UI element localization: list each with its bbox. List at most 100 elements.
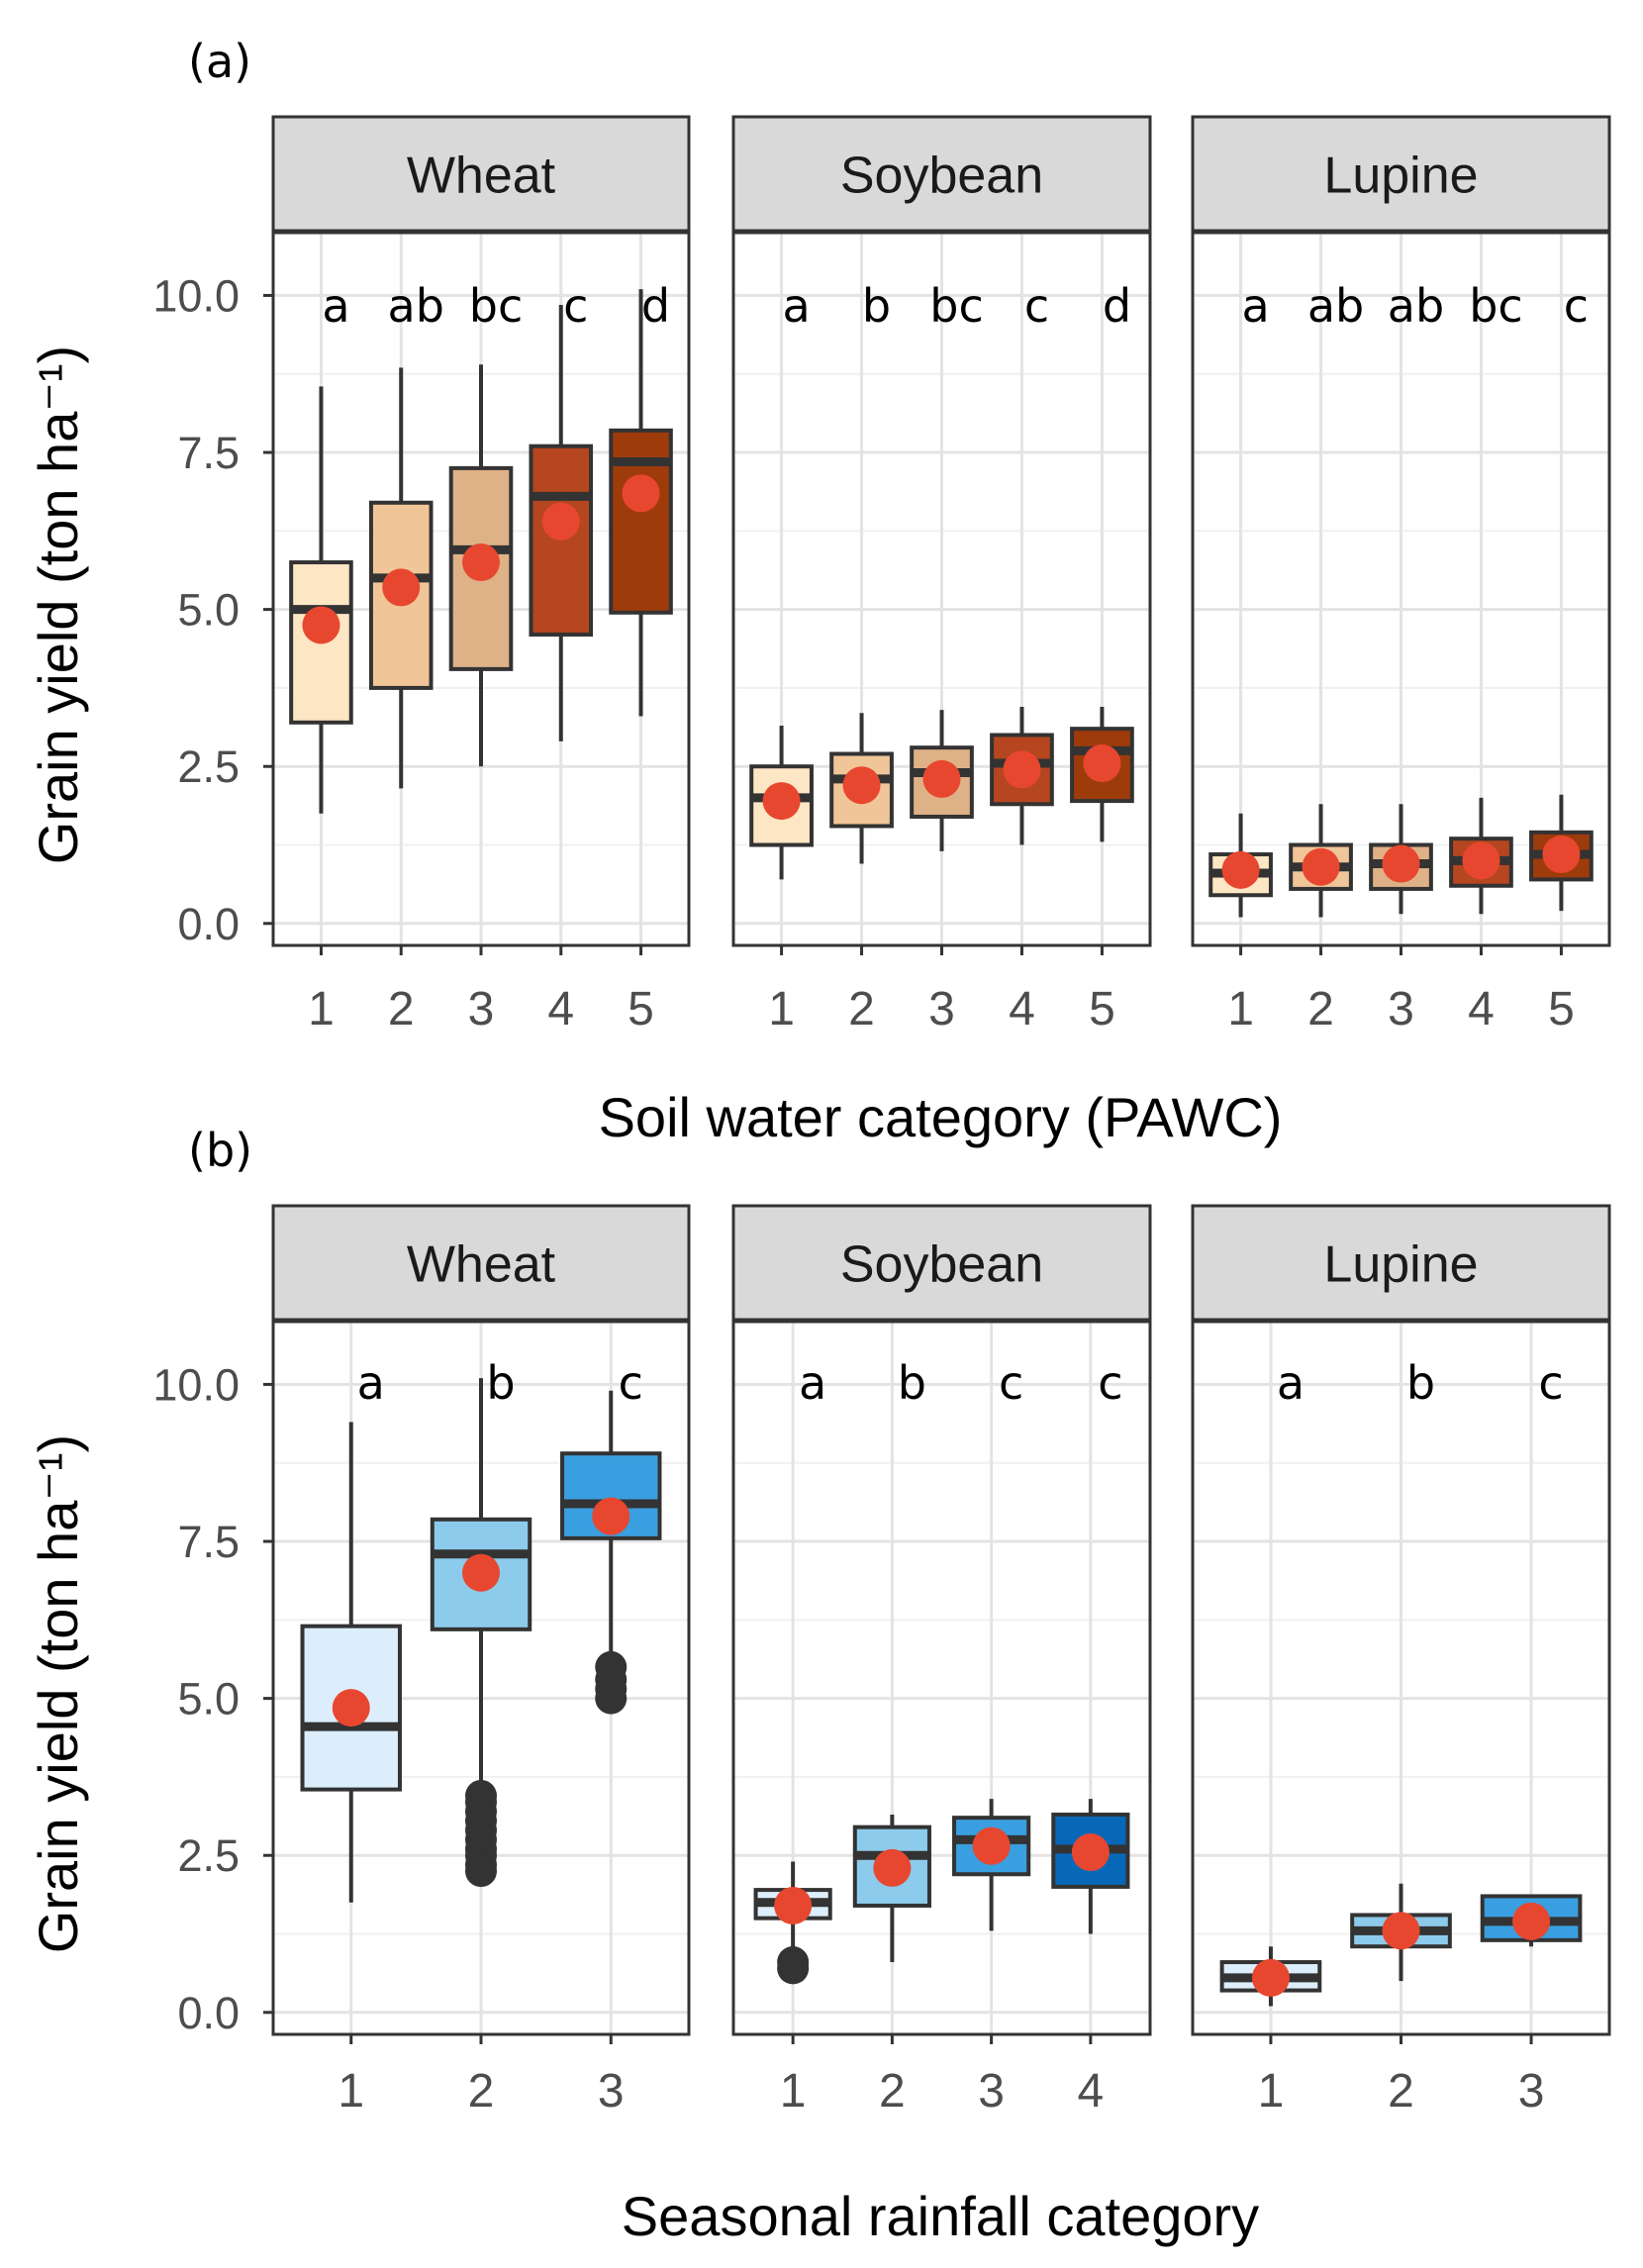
box-3: bc 3: [910, 279, 984, 1035]
significance-letter: d: [1103, 279, 1131, 333]
significance-letter: b: [1406, 1356, 1435, 1410]
panel-border: [271, 1320, 691, 2036]
strip-background: [271, 1204, 691, 1322]
box-1: a1: [1208, 279, 1273, 1035]
panel-border: [1191, 231, 1611, 947]
y-tick-label: 0.0: [177, 1988, 240, 2038]
panel-border: [271, 231, 691, 947]
mean-point: [462, 543, 500, 582]
significance-letter: c: [1098, 1356, 1122, 1410]
x-tick-label: 3: [1518, 2065, 1545, 2118]
y-axis-title: Grain yield (ton ha⁻¹): [27, 345, 89, 864]
strip-title: Wheat: [407, 1236, 556, 1294]
significance-letter: b: [898, 1356, 926, 1410]
box-4: c4: [1051, 1356, 1130, 2118]
mean-point: [1462, 841, 1500, 880]
mean-point: [972, 1826, 1011, 1865]
x-tick-label: 5: [628, 983, 654, 1035]
mean-point: [462, 1553, 500, 1592]
mean-point: [873, 1848, 912, 1887]
mean-point: [1003, 750, 1041, 789]
y-tick-label: 10.0: [152, 270, 240, 321]
x-axis-title: Soil water category (PAWC): [599, 1086, 1283, 1148]
significance-letter: bc: [1469, 279, 1523, 333]
box-5: d5: [609, 279, 673, 1035]
x-tick-label: 4: [1078, 2065, 1105, 2118]
mean-point: [1251, 1958, 1290, 1997]
mean-point: [1302, 847, 1340, 886]
strip-title: Lupine: [1323, 148, 1478, 205]
box-1: a1: [300, 1356, 402, 2118]
x-tick-label: 2: [388, 983, 415, 1035]
y-tick-label: 0.0: [177, 899, 240, 949]
mean-point: [1083, 744, 1121, 783]
mean-point: [762, 782, 801, 821]
box-3: ab 3: [1369, 279, 1444, 1035]
box-5: c5: [1529, 279, 1594, 1035]
x-tick-label: 4: [1468, 983, 1495, 1035]
strip-background: [1191, 1204, 1611, 1322]
x-tick-label: 2: [1307, 983, 1334, 1035]
box-3: c3: [560, 1356, 662, 2118]
box-3: c3: [952, 1356, 1031, 2118]
strip-title: Soybean: [840, 148, 1043, 205]
x-tick-label: 1: [768, 983, 795, 1035]
significance-letter: a: [1241, 279, 1269, 333]
significance-letter: a: [782, 279, 810, 333]
panel-label: (a): [188, 35, 251, 88]
x-tick-label: 1: [1258, 2065, 1285, 2118]
x-tick-label: 1: [780, 2065, 807, 2118]
panel-border: [731, 1320, 1152, 2036]
significance-letter: b: [862, 279, 891, 333]
mean-point: [302, 606, 340, 644]
x-tick-label: 2: [879, 2065, 906, 2118]
x-tick-label: 3: [978, 2065, 1005, 2118]
significance-letter: c: [1564, 279, 1589, 333]
y-tick-label: 10.0: [152, 1359, 240, 1410]
panel-border: [731, 231, 1152, 947]
mean-point: [1071, 1833, 1110, 1872]
box-1: a1: [749, 279, 814, 1035]
strip-title: Wheat: [407, 148, 556, 205]
x-tick-label: 3: [1388, 983, 1414, 1035]
x-tick-label: 4: [1009, 983, 1035, 1035]
significance-letter: a: [1277, 1356, 1305, 1410]
x-tick-label: 2: [1388, 2065, 1414, 2118]
significance-letter: d: [641, 279, 670, 333]
strip-background: [731, 1204, 1152, 1322]
box-4: c4: [990, 279, 1054, 1035]
x-tick-label: 5: [1089, 983, 1115, 1035]
box-1: a1: [1219, 1356, 1322, 2118]
chart-b: (b) Grain yield (ton ha⁻¹) 0.0 2.5 5.0 7.5 10.…: [27, 1124, 1611, 2247]
box-2: ab 2: [1289, 279, 1364, 1035]
mean-point: [1382, 1912, 1420, 1950]
significance-letter: bc: [929, 279, 984, 333]
box-5: d5: [1070, 279, 1134, 1035]
panel-background: [733, 1322, 1150, 2034]
box-4: bc 4: [1449, 279, 1523, 1035]
significance-letter: ab: [388, 279, 444, 333]
y-tick-label: 7.5: [177, 1517, 240, 1567]
x-tick-label: 1: [308, 983, 335, 1035]
mean-point: [1382, 844, 1420, 883]
mean-point: [541, 502, 580, 541]
mean-point: [622, 474, 660, 513]
x-tick-label: 5: [1548, 983, 1575, 1035]
panel-label: (b): [188, 1124, 252, 1177]
strip-title: Soybean: [840, 1236, 1043, 1294]
mean-point: [1512, 1902, 1551, 1940]
significance-letter: a: [799, 1356, 826, 1410]
box-3: c3: [1480, 1356, 1583, 2118]
strip-background: [1191, 115, 1611, 233]
mean-point: [382, 568, 421, 607]
mean-point: [1542, 836, 1581, 874]
strip-title: Lupine: [1323, 1236, 1478, 1294]
mean-point: [332, 1689, 370, 1727]
y-axis-title: Grain yield (ton ha⁻¹): [27, 1434, 89, 1953]
y-tick-label: 5.0: [177, 1674, 240, 1725]
